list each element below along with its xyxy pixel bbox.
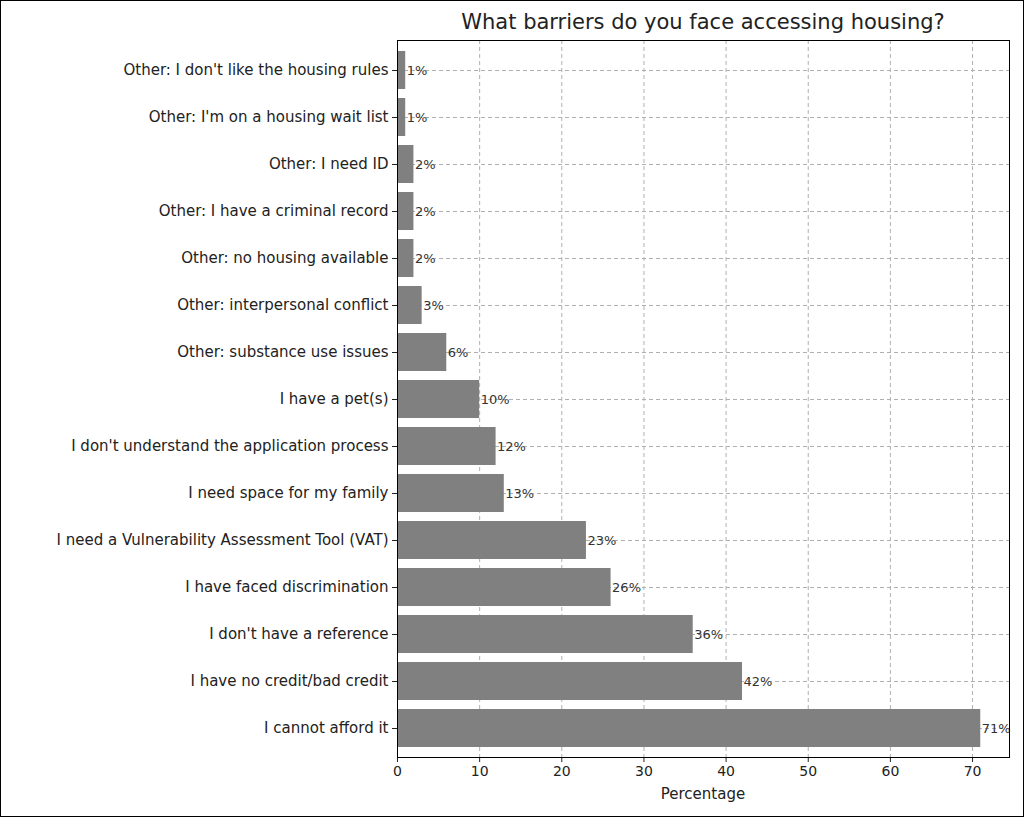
svg-text:2%: 2% <box>415 204 436 219</box>
svg-text:Other: interpersonal conflict: Other: interpersonal conflict <box>177 296 388 314</box>
svg-text:1%: 1% <box>407 110 428 125</box>
svg-text:50: 50 <box>799 763 817 779</box>
svg-text:I have a pet(s): I have a pet(s) <box>280 390 389 408</box>
svg-text:Other: I need ID: Other: I need ID <box>269 155 389 173</box>
svg-text:I need a Vulnerability Assessm: I need a Vulnerability Assessment Tool (… <box>57 531 389 549</box>
html-text:What barriers do you face acce: What barriers do you face accessing hous… <box>461 10 945 34</box>
svg-text:I cannot afford it: I cannot afford it <box>264 719 389 737</box>
svg-text:Other: no housing available: Other: no housing available <box>181 249 388 267</box>
html-text:Percentage: Percentage <box>660 785 746 803</box>
svg-text:1%: 1% <box>407 63 428 78</box>
svg-text:60: 60 <box>881 763 899 779</box>
svg-text:40: 40 <box>717 763 735 779</box>
svg-text:2%: 2% <box>415 157 436 172</box>
svg-text:I have no credit/bad credit: I have no credit/bad credit <box>190 672 388 690</box>
svg-text:26%: 26% <box>612 580 641 595</box>
svg-text:42%: 42% <box>744 674 773 689</box>
svg-text:70: 70 <box>964 763 982 779</box>
svg-text:10%: 10% <box>481 392 510 407</box>
svg-text:2%: 2% <box>415 251 436 266</box>
svg-text:71%: 71% <box>982 721 1011 736</box>
svg-text:0: 0 <box>393 763 402 779</box>
svg-text:I have faced discrimination: I have faced discrimination <box>185 578 388 596</box>
svg-text:I don't understand the applica: I don't understand the application proce… <box>71 437 389 455</box>
svg-text:Other: substance use issues: Other: substance use issues <box>177 343 388 361</box>
svg-text:3%: 3% <box>423 298 444 313</box>
svg-text:30: 30 <box>635 763 653 779</box>
svg-text:12%: 12% <box>497 439 526 454</box>
svg-text:I don't have a reference: I don't have a reference <box>209 625 388 643</box>
svg-text:36%: 36% <box>694 627 723 642</box>
svg-text:20: 20 <box>553 763 571 779</box>
svg-text:Other: I'm on a housing wait l: Other: I'm on a housing wait list <box>149 108 389 126</box>
svg-text:10: 10 <box>471 763 489 779</box>
svg-text:23%: 23% <box>587 533 616 548</box>
svg-text:13%: 13% <box>505 486 534 501</box>
svg-text:6%: 6% <box>448 345 469 360</box>
svg-text:I need space for my family: I need space for my family <box>188 484 388 502</box>
svg-text:Other: I don't like the housin: Other: I don't like the housing rules <box>123 61 388 79</box>
svg-text:Other: I have a criminal recor: Other: I have a criminal record <box>159 202 389 220</box>
